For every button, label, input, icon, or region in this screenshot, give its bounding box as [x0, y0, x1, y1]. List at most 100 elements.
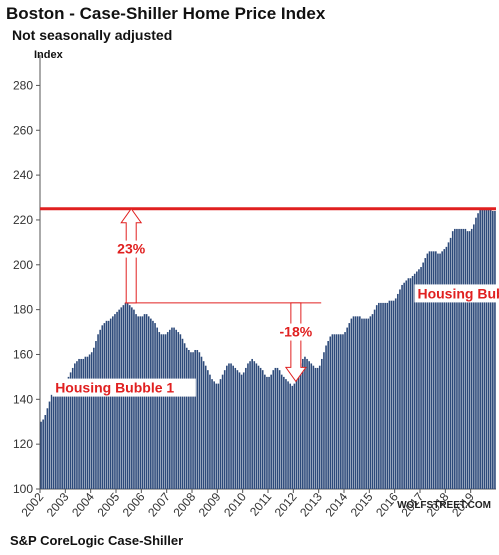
data-bar [154, 323, 156, 489]
data-bar [84, 356, 87, 489]
data-bar [141, 316, 144, 489]
data-bar [439, 253, 441, 489]
data-bar [443, 249, 446, 489]
data-bar [447, 242, 450, 489]
data-bar [268, 376, 270, 489]
data-bar [329, 336, 332, 489]
data-bar [109, 318, 112, 489]
data-bar [487, 208, 490, 489]
data-bar [411, 276, 414, 489]
data-bar [283, 376, 285, 489]
data-bar [101, 325, 104, 489]
y-tick-label: 200 [13, 258, 33, 272]
data-bar [50, 394, 53, 489]
data-bar [65, 381, 68, 489]
data-bar [48, 401, 51, 489]
data-bar [204, 365, 207, 489]
data-bar [386, 302, 389, 489]
annotation-bg [52, 378, 196, 397]
bubble-label: Housing Bubble 1 [55, 380, 174, 396]
data-bar [428, 251, 431, 489]
data-bar [276, 367, 279, 489]
data-bar [445, 246, 448, 489]
x-tick-label: 2005 [94, 490, 122, 520]
data-bar [90, 352, 93, 489]
data-bar [230, 363, 232, 489]
data-bar [403, 282, 405, 489]
data-bar [192, 352, 194, 489]
y-axis-label: Index [34, 49, 64, 61]
data-bar [59, 385, 61, 489]
data-bar [302, 358, 304, 489]
data-bar [114, 314, 116, 489]
data-bar [348, 323, 351, 489]
data-bar [340, 334, 342, 489]
data-bar [105, 320, 108, 489]
data-bar [198, 352, 201, 489]
x-tick-label: 2006 [120, 490, 148, 520]
data-bar [185, 347, 188, 489]
data-bar [295, 376, 298, 489]
data-bar [194, 349, 196, 489]
data-bar [492, 210, 494, 489]
y-tick-label: 140 [13, 392, 33, 406]
data-bar [310, 363, 313, 489]
x-tick-label: 2003 [44, 490, 72, 520]
annotation-bg [414, 284, 499, 303]
source-note: S&P CoreLogic Case-Shiller [10, 533, 184, 548]
data-bar [219, 379, 222, 489]
data-bar [255, 363, 258, 489]
data-bar [413, 273, 416, 489]
data-bar [270, 374, 272, 489]
data-bar [253, 361, 256, 489]
watermark: WOLFSTREET.COM [397, 500, 491, 511]
percent-change-label: -18% [280, 324, 313, 340]
data-bar [373, 309, 376, 489]
annotation-layer: Housing Bubble 1 Housing Bubble 2 23% -18% W… [40, 207, 499, 511]
data-bar [63, 383, 66, 489]
data-bar [133, 309, 135, 489]
data-bar [359, 316, 361, 489]
data-bar [456, 228, 458, 490]
chart-subtitle: Not seasonally adjusted [12, 27, 173, 43]
data-bar [297, 370, 300, 489]
data-bar [378, 302, 380, 489]
data-bar [226, 365, 228, 489]
data-bar [435, 251, 437, 489]
data-bar [207, 370, 209, 489]
data-bar [337, 334, 340, 489]
data-bar [164, 334, 167, 489]
data-bar [416, 271, 418, 489]
data-bar [251, 358, 253, 489]
data-bar [430, 251, 433, 489]
data-bar [266, 376, 268, 489]
data-bar [166, 332, 169, 489]
data-bar [388, 300, 391, 489]
y-tick-label: 160 [13, 347, 33, 361]
data-bar [418, 269, 420, 489]
data-bar [306, 358, 308, 489]
data-bar [228, 363, 230, 489]
data-bar [291, 385, 294, 489]
data-bar [287, 381, 289, 489]
data-bar [52, 390, 55, 489]
data-bar [473, 224, 475, 489]
data-bar [464, 228, 467, 490]
data-bar [454, 228, 456, 490]
data-bar [223, 370, 226, 489]
data-bar [494, 210, 496, 489]
x-tick-label: 2013 [297, 490, 325, 520]
bar-layer [40, 208, 496, 490]
data-bar [97, 334, 99, 489]
chart-title: Boston - Case-Shiller Home Price Index [6, 4, 326, 23]
percent-label-bg [114, 240, 148, 258]
data-bar [196, 349, 199, 489]
data-bar [93, 347, 95, 489]
data-bar [321, 358, 323, 489]
y-tick-label: 280 [13, 78, 33, 92]
data-bar [470, 228, 473, 490]
data-bar [274, 367, 277, 489]
data-bar [190, 352, 192, 489]
x-tick-label: 2008 [170, 490, 198, 520]
